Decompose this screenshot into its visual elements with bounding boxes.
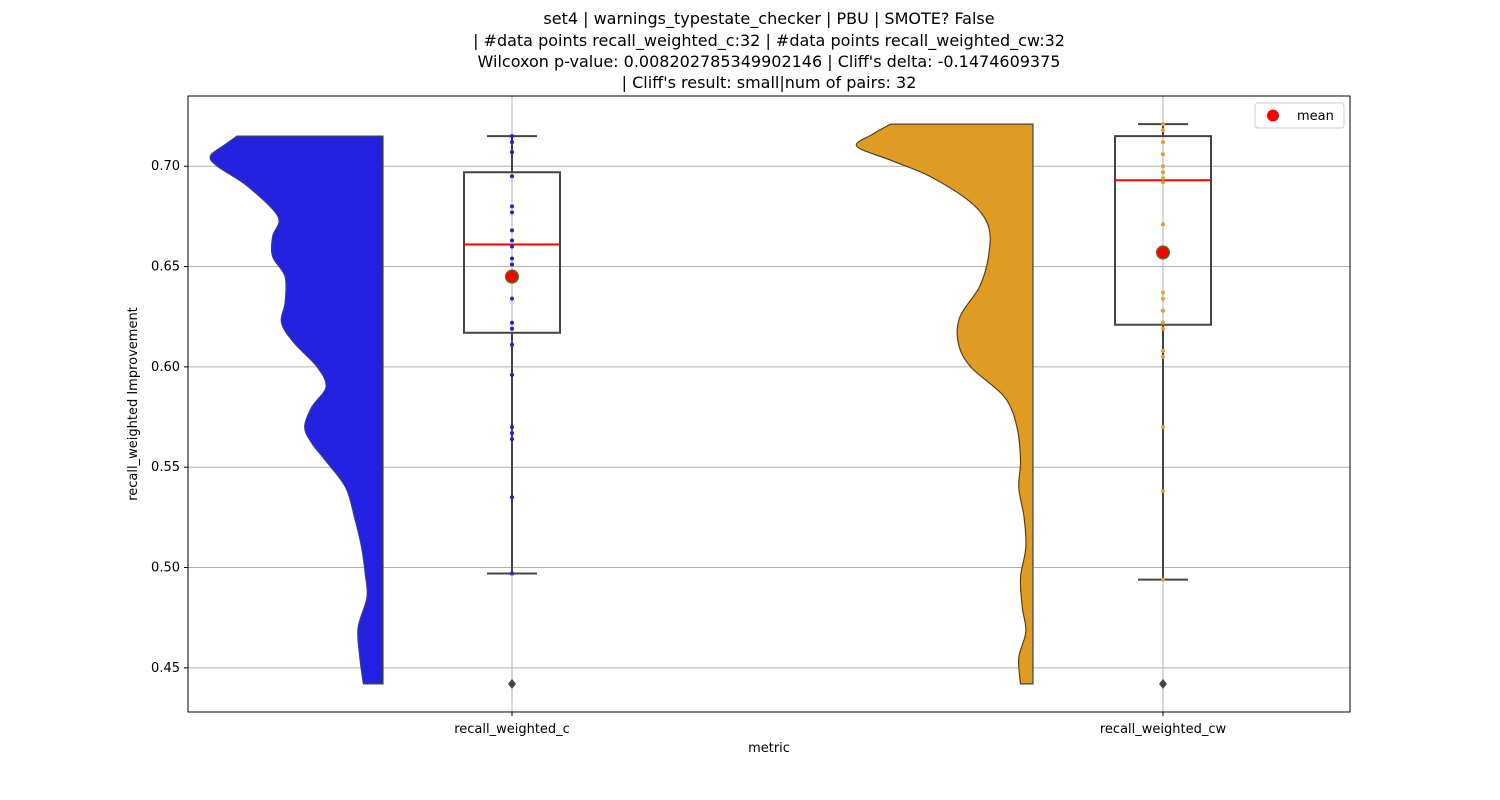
data-point: [1161, 308, 1165, 313]
data-point: [510, 571, 514, 576]
violin-recall_weighted_cw: [855, 123, 1034, 685]
violin-layer: [209, 123, 1034, 685]
y-tick-label: 0.55: [151, 460, 180, 475]
data-point: [510, 134, 514, 139]
data-point: [1161, 577, 1165, 582]
data-point: [510, 140, 514, 145]
data-point: [1161, 222, 1165, 227]
data-point: [1161, 152, 1165, 157]
point-layer: [504, 122, 1171, 689]
data-point: [510, 425, 514, 430]
chart-title-line-4: | Cliff's result: small|num of pairs: 32: [621, 73, 917, 92]
data-point: [510, 228, 514, 233]
legend: mean: [1254, 102, 1345, 129]
data-point: [1161, 348, 1165, 353]
legend-mean-marker: [1267, 109, 1279, 122]
y-tick-label: 0.60: [151, 360, 180, 375]
chart-title-line-2: | #data points recall_weighted_c:32 | #d…: [473, 31, 1065, 50]
data-point: [1161, 489, 1165, 494]
data-point: [510, 204, 514, 209]
data-point: [510, 244, 514, 249]
y-tick-label: 0.45: [151, 661, 180, 676]
outlier-marker: [508, 678, 516, 689]
legend-box: [1254, 102, 1345, 129]
data-point: [510, 150, 514, 155]
data-point: [510, 256, 514, 261]
data-point: [510, 174, 514, 179]
y-tick-label: 0.70: [151, 159, 180, 174]
plot-frame: [187, 95, 1351, 713]
data-point: [1161, 164, 1165, 169]
axis-layer: 0.45 0.50 0.55 0.60 0.65 0.70 recall_weighted_…: [151, 159, 1226, 737]
violin-recall_weighted_c: [209, 135, 384, 685]
y-axis-label: recall_weighted Improvement: [126, 307, 141, 501]
data-point: [1161, 296, 1165, 301]
data-point: [1161, 128, 1165, 133]
data-point: [1161, 354, 1165, 359]
mean-marker: [1155, 245, 1171, 260]
data-point: [510, 437, 514, 442]
y-tick-label: 0.50: [151, 561, 180, 576]
data-point: [510, 372, 514, 377]
x-tick-label: recall_weighted_cw: [1100, 722, 1227, 737]
data-point: [510, 320, 514, 325]
data-point: [510, 342, 514, 347]
box-recall_weighted_c: [463, 171, 561, 334]
data-point: [510, 431, 514, 436]
data-point: [1161, 176, 1165, 181]
data-point: [510, 296, 514, 301]
data-point: [1161, 425, 1165, 430]
y-tick-label: 0.65: [151, 260, 180, 275]
data-point: [1161, 122, 1165, 127]
data-point: [510, 495, 514, 500]
data-point: [1161, 170, 1165, 175]
x-tick-label: recall_weighted_c: [454, 722, 570, 737]
legend-mean-label: mean: [1297, 109, 1334, 124]
box-layer: [463, 123, 1212, 581]
data-point: [1161, 290, 1165, 295]
x-axis-label: metric: [748, 741, 790, 756]
data-point: [510, 326, 514, 331]
box-recall_weighted_cw: [1114, 135, 1212, 326]
chart-title-line-3: Wilcoxon p-value: 0.008202785349902146 |…: [477, 52, 1061, 71]
data-point: [1161, 180, 1165, 185]
data-point: [1161, 320, 1165, 325]
chart-title-line-1: set4 | warnings_typestate_checker | PBU …: [543, 9, 995, 28]
outlier-marker: [1159, 678, 1167, 689]
data-point: [510, 262, 514, 267]
data-point: [510, 210, 514, 215]
data-point: [1161, 140, 1165, 145]
data-point: [1161, 326, 1165, 331]
data-point: [510, 238, 514, 243]
mean-marker: [504, 269, 520, 284]
